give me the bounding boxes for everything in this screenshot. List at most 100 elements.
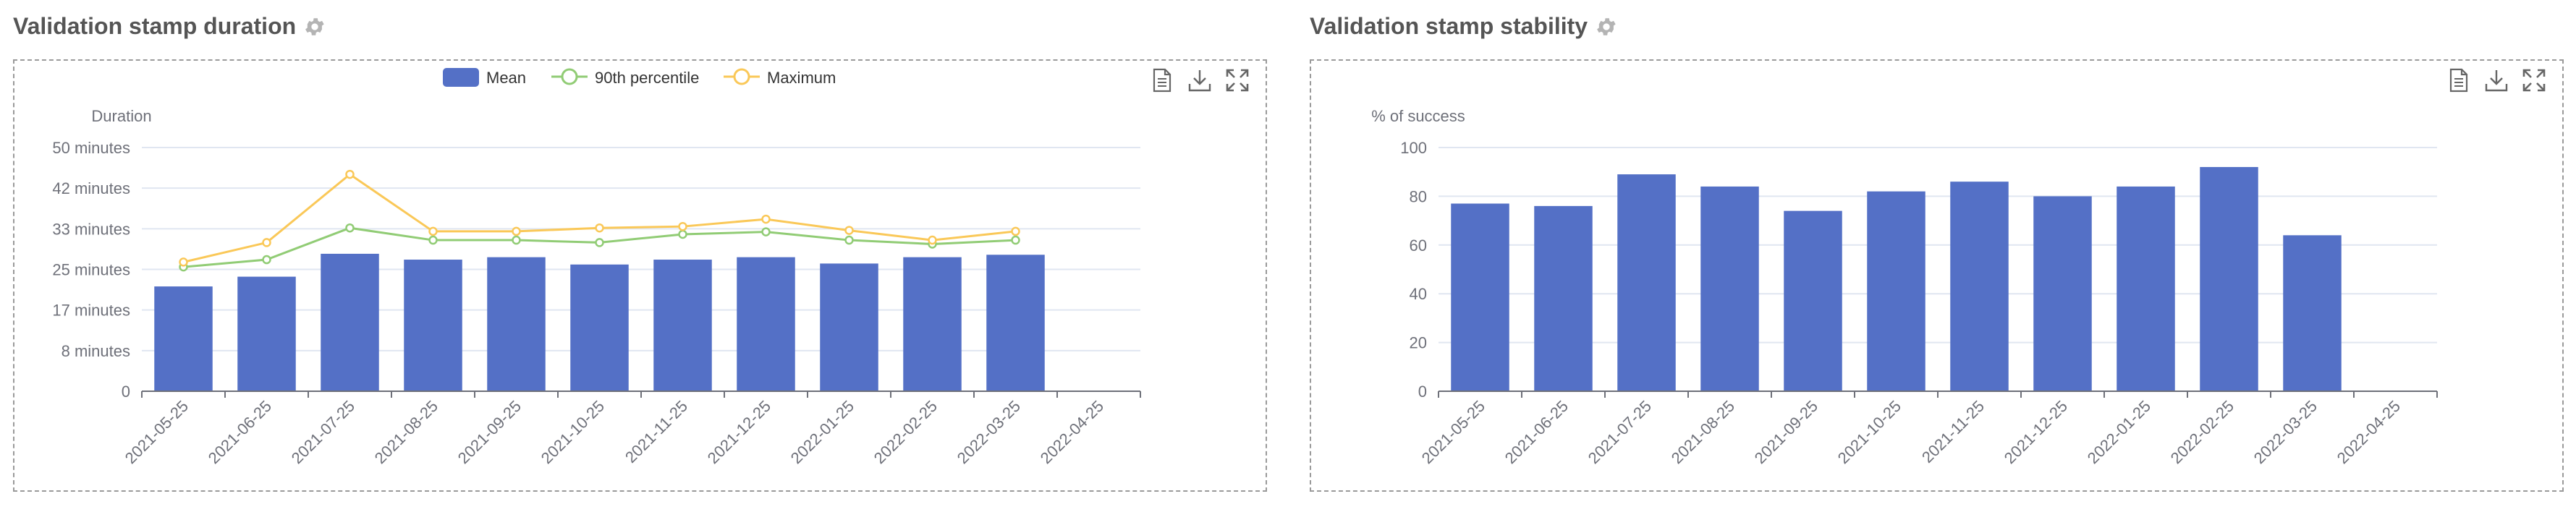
bar-2021-10-25 (570, 264, 629, 391)
bar-2021-10-25 (1867, 191, 1925, 391)
panel-title-stability: Validation stamp stability (1310, 13, 1618, 40)
duration-chart: 0 8 minutes 17 minutes 25 minutes 33 minutes… (52, 68, 1141, 467)
y-tick-label: 50 minutes (52, 139, 130, 157)
bar-2021-12-25 (737, 257, 795, 391)
chart-toolbar (2445, 67, 2548, 94)
data-view-icon[interactable] (2445, 67, 2473, 94)
x-tick-label: 2021-11-25 (1918, 397, 1988, 466)
x-tick-label: 2022-03-25 (954, 397, 1024, 467)
data-point (595, 223, 604, 233)
panel-title-duration: Validation stamp duration (13, 13, 326, 40)
bar-2021-08-25 (1700, 186, 1759, 391)
x-tick-label: 2022-01-25 (787, 397, 857, 467)
gear-icon[interactable] (303, 15, 326, 38)
x-tick-label: 2021-12-25 (2001, 397, 2071, 467)
x-tick-label: 2021-09-25 (1751, 397, 1821, 467)
x-tick-label: 2021-09-25 (454, 397, 525, 467)
fullscreen-icon[interactable] (1224, 67, 1251, 94)
y-tick-label: 25 minutes (52, 261, 130, 279)
fullscreen-icon[interactable] (2520, 67, 2548, 94)
x-tick-label: 2021-08-25 (1668, 397, 1738, 467)
data-point (262, 238, 271, 247)
data-point (1011, 226, 1020, 236)
data-point (678, 221, 687, 231)
y-tick-label: 80 (1410, 187, 1427, 205)
y-tick-label: 42 minutes (52, 179, 130, 197)
legend-marker-max (733, 68, 750, 85)
y-tick-label: 60 (1410, 236, 1427, 255)
data-point (512, 235, 521, 245)
y-axis-label: % of success (1371, 107, 1465, 125)
data-view-icon[interactable] (1148, 67, 1176, 94)
bar-2021-05-25 (154, 286, 213, 391)
x-tick-label: 2021-11-25 (622, 397, 691, 466)
bar-2022-03-25 (2283, 235, 2342, 391)
bar-2021-06-25 (237, 276, 296, 391)
bar-2022-02-25 (2200, 166, 2258, 391)
y-tick-label: 0 (1418, 383, 1427, 401)
bar-2021-11-25 (653, 260, 712, 391)
y-tick-label: 17 minutes (52, 302, 130, 320)
data-point (595, 238, 604, 247)
y-tick-label: 40 (1410, 285, 1427, 303)
x-tick-label: 2021-05-25 (1418, 397, 1488, 467)
bar-2021-11-25 (1950, 182, 2009, 391)
data-point (761, 227, 771, 236)
legend-label-p90: 90th percentile (595, 69, 699, 87)
bar-2021-05-25 (1451, 203, 1509, 391)
data-point (179, 257, 188, 267)
x-tick-label: 2022-01-25 (2084, 397, 2154, 467)
bar-2022-01-25 (2117, 186, 2175, 391)
legend-swatch-mean (443, 68, 479, 87)
legend-marker-p90 (561, 68, 578, 85)
x-tick-label: 2021-06-25 (1501, 397, 1572, 467)
x-tick-label: 2021-07-25 (288, 397, 358, 467)
gear-icon[interactable] (1595, 15, 1618, 38)
x-tick-label: 2021-07-25 (1585, 397, 1655, 467)
panel-title-text: Validation stamp stability (1310, 13, 1588, 39)
x-tick-label: 2022-02-25 (2167, 397, 2237, 467)
y-tick-label: 8 minutes (62, 342, 130, 360)
x-tick-label: 2022-04-25 (1037, 397, 1107, 467)
bar-2021-06-25 (1534, 205, 1593, 391)
chart-toolbar (1148, 67, 1251, 94)
data-point (345, 223, 355, 233)
bar-2022-02-25 (903, 257, 962, 391)
x-tick-label: 2022-04-25 (2334, 397, 2404, 467)
data-point (512, 226, 521, 236)
data-point (345, 169, 355, 179)
chart-container-duration: 0 8 minutes 17 minutes 25 minutes 33 minutes… (13, 59, 1267, 492)
bar-2021-08-25 (404, 260, 462, 391)
data-point (844, 226, 854, 235)
x-tick-label: 2021-05-25 (122, 397, 192, 467)
download-icon[interactable] (2483, 67, 2510, 94)
bar-2021-12-25 (2033, 196, 2092, 391)
data-point (262, 255, 271, 265)
x-tick-label: 2021-12-25 (704, 397, 774, 467)
x-tick-label: 2021-10-25 (1834, 397, 1905, 467)
download-icon[interactable] (1186, 67, 1213, 94)
y-tick-label: 100 (1400, 139, 1427, 157)
data-point (761, 214, 771, 224)
data-point (428, 226, 438, 236)
x-tick-label: 2021-08-25 (371, 397, 441, 467)
legend-label-mean: Mean (486, 69, 526, 87)
y-axis-label: Duration (91, 107, 151, 125)
bar-2021-09-25 (487, 257, 546, 391)
bar-2021-09-25 (1784, 210, 1842, 391)
panel-title-text: Validation stamp duration (13, 13, 297, 39)
legend-label-max: Maximum (767, 69, 836, 87)
data-point (928, 235, 937, 245)
data-point (428, 235, 438, 245)
x-tick-label: 2021-06-25 (205, 397, 275, 467)
x-tick-label: 2022-03-25 (2250, 397, 2321, 467)
bar-2021-07-25 (1617, 174, 1676, 391)
series-line-1 (183, 226, 1016, 268)
y-tick-label: 33 minutes (52, 220, 130, 238)
x-tick-label: 2022-02-25 (870, 397, 941, 467)
bar-2022-01-25 (820, 263, 878, 391)
data-point (1011, 235, 1020, 245)
x-tick-label: 2021-10-25 (538, 397, 608, 467)
data-point (844, 235, 854, 245)
